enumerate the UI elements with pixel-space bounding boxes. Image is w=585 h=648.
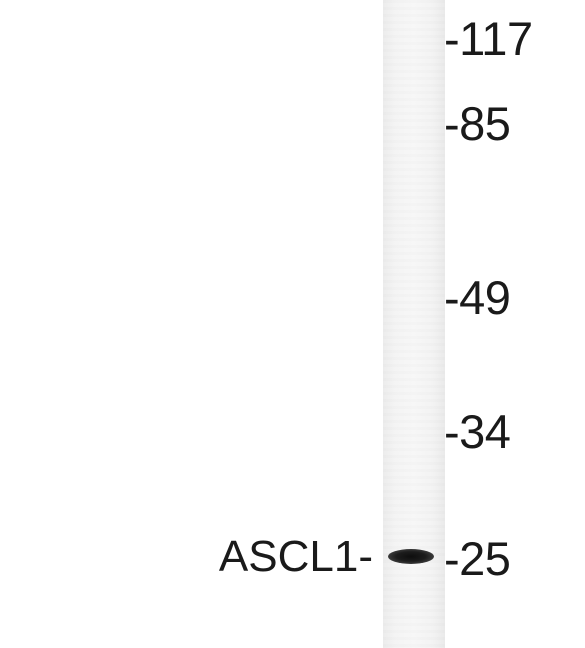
ascl1-band [388, 549, 434, 564]
gel-lane [383, 0, 445, 648]
marker-49: -49 [444, 271, 511, 324]
lane-texture [383, 0, 445, 648]
marker-25: -25 [444, 532, 511, 585]
marker-85: -85 [444, 97, 511, 150]
protein-label: ASCL1- [218, 532, 373, 581]
marker-117: -117 [444, 12, 533, 65]
marker-34: -34 [444, 405, 511, 458]
